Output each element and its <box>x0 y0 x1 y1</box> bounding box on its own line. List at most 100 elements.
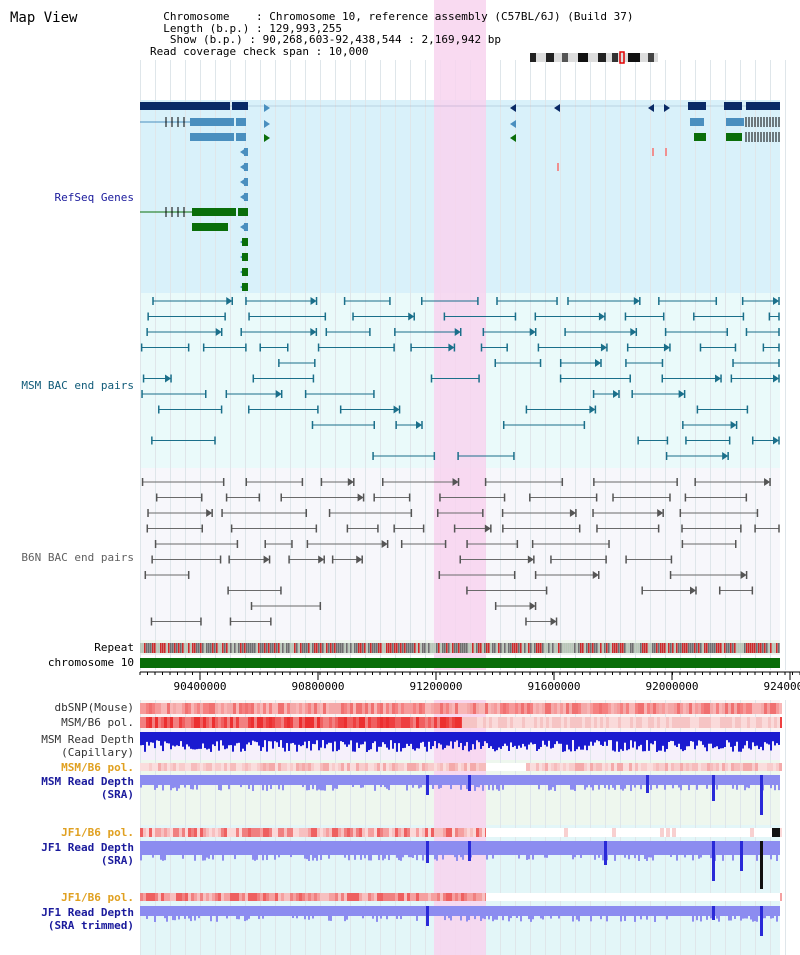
depth-bar <box>718 916 720 922</box>
track-label-msm-bac[interactable]: MSM BAC end pairs <box>21 379 134 392</box>
repeat-element <box>422 643 424 653</box>
depth-bar <box>482 785 484 791</box>
depth-bar <box>422 732 424 742</box>
repeat-element <box>452 643 454 653</box>
track-label-b6n-bac[interactable]: B6N BAC end pairs <box>21 551 134 564</box>
depth-bar <box>578 732 580 747</box>
track-label-jf1-depth-sra[interactable]: JF1 Read Depth (SRA) <box>41 841 134 867</box>
gene-exon <box>244 223 248 231</box>
heat-cell <box>509 703 512 714</box>
depth-bar <box>484 732 486 742</box>
heat-cell <box>365 703 368 714</box>
track-label-jf1-b6-pol[interactable]: JF1/B6 pol. <box>61 826 134 839</box>
depth-bar <box>296 916 298 919</box>
heat-cell <box>221 763 224 771</box>
depth-bar <box>152 855 154 858</box>
depth-bar <box>194 732 196 750</box>
track-label-msm-b6-pol[interactable]: MSM/B6 pol. <box>61 716 134 729</box>
heat-cell <box>146 703 149 714</box>
depth-bar <box>762 732 764 751</box>
bac-arrow <box>598 312 605 321</box>
bac-arrow <box>612 390 619 398</box>
heat-cell <box>776 703 779 714</box>
depth-bar <box>370 732 372 750</box>
track-label-msm-depth-capillary[interactable]: MSM Read Depth (Capillary) <box>41 733 134 759</box>
track-label-msm-depth-sra[interactable]: MSM Read Depth (SRA) <box>41 775 134 801</box>
heat-cell <box>176 763 179 771</box>
heat-cell <box>632 763 635 771</box>
gene-arrow <box>264 120 270 128</box>
heat-cell <box>434 717 437 728</box>
depth-bar <box>692 732 694 742</box>
depth-bar <box>550 916 552 919</box>
track-label-jf1-depth-trim[interactable]: JF1 Read Depth (SRA trimmed) <box>41 906 134 932</box>
heat-cell <box>585 717 588 728</box>
depth-bar <box>478 732 480 743</box>
repeat-element <box>434 643 436 653</box>
heat-cell <box>161 717 164 728</box>
heat-cell <box>224 828 227 837</box>
track-label-refseq[interactable]: RefSeq Genes <box>54 191 134 204</box>
depth-bar <box>216 732 218 742</box>
heat-cell <box>567 717 570 728</box>
heat-cell <box>620 703 623 714</box>
repeat-element <box>412 643 414 653</box>
depth-bar <box>400 732 402 752</box>
depth-bar <box>142 732 144 746</box>
heat-cell <box>263 763 266 771</box>
heat-cell <box>242 828 245 837</box>
chromosome-ideogram <box>530 51 658 64</box>
depth-bar <box>504 732 506 744</box>
depth-bar <box>628 732 630 750</box>
gene-exon <box>726 118 744 126</box>
depth-bar <box>600 916 602 920</box>
bac-arrow <box>527 555 534 564</box>
heat-cell <box>716 763 719 771</box>
depth-bar <box>416 855 418 861</box>
heat-cell <box>161 828 164 837</box>
repeat-element <box>450 643 452 653</box>
heat-cell <box>552 717 555 728</box>
heat-cell <box>443 763 446 771</box>
track-label-repeat[interactable]: Repeat <box>94 641 134 654</box>
bac-arrow <box>773 436 779 445</box>
bac-arrow <box>356 555 363 564</box>
axis-tick-label: 92400000 <box>764 680 800 693</box>
depth-bar <box>410 732 412 744</box>
depth-bar <box>450 785 452 790</box>
repeat-element <box>348 643 350 653</box>
heat-cell <box>377 763 380 771</box>
track-label-msm-b6-pol-sra[interactable]: MSM/B6 pol. <box>61 761 134 774</box>
depth-bar <box>180 732 182 742</box>
track-label-chromosome[interactable]: chromosome 10 <box>47 656 134 669</box>
depth-bar <box>278 785 280 790</box>
depth-bar <box>190 785 192 790</box>
depth-bar <box>422 855 424 861</box>
depth-bar <box>408 732 410 747</box>
chromosome-bar <box>140 658 780 668</box>
depth-bar <box>322 732 324 741</box>
heat-cell <box>416 717 419 728</box>
heat-cell <box>564 828 568 837</box>
depth-bar <box>554 732 556 745</box>
repeat-element <box>558 643 560 653</box>
heat-cell <box>758 703 761 714</box>
depth-bar <box>202 855 204 861</box>
depth-bar <box>636 732 638 750</box>
track-label-jf1-b6-pol-trim[interactable]: JF1/B6 pol. <box>61 891 134 904</box>
depth-bar <box>418 785 420 789</box>
heat-cell <box>707 703 710 714</box>
heat-cell <box>779 763 782 771</box>
repeat-element <box>606 643 608 653</box>
heat-cell <box>728 763 731 771</box>
heat-cell <box>770 703 773 714</box>
heat-cell <box>218 893 221 901</box>
heat-cell <box>233 893 236 901</box>
heat-cell <box>155 703 158 714</box>
depth-bar <box>312 785 314 790</box>
depth-bar <box>172 732 174 746</box>
heat-cell <box>383 717 386 728</box>
bac-arrow <box>550 617 557 626</box>
track-label-dbsnp[interactable]: dbSNP(Mouse) <box>54 701 134 714</box>
heat-cell <box>296 828 299 837</box>
